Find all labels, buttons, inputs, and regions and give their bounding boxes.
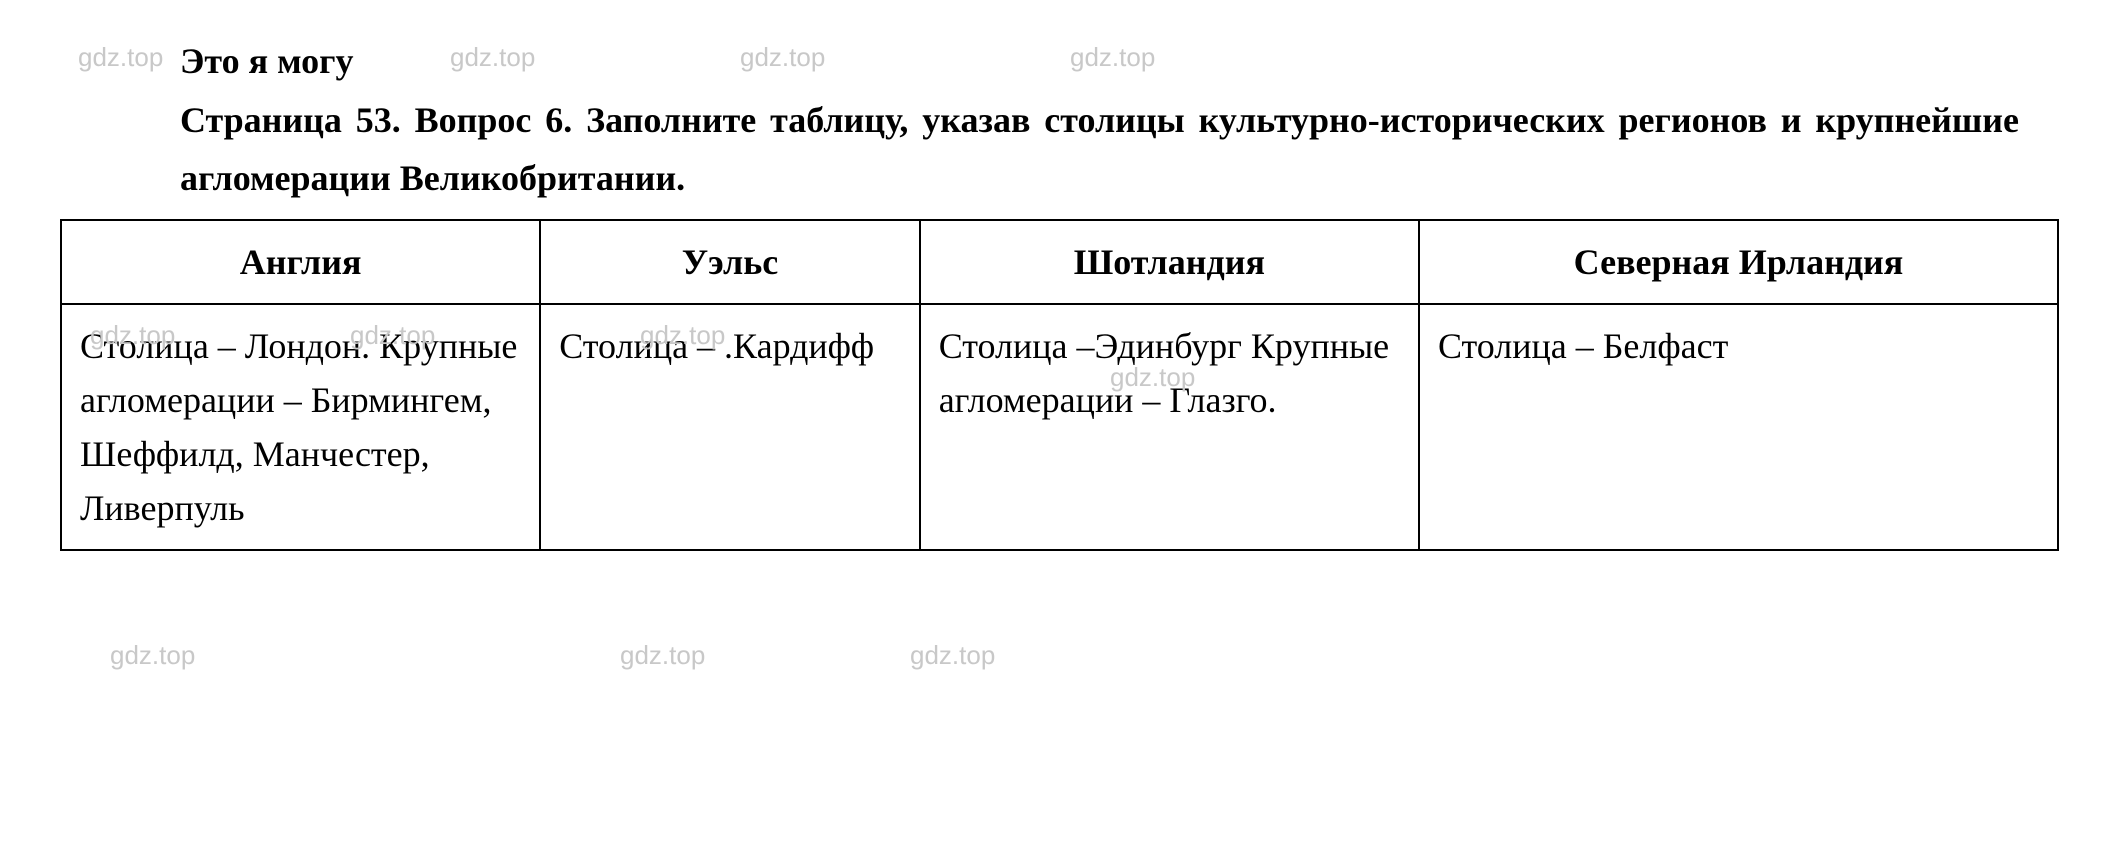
- table-row: Столица – Лондон. Крупные агломерации – …: [61, 304, 2058, 550]
- cell-england: Столица – Лондон. Крупные агломерации – …: [61, 304, 540, 550]
- header-nireland: Северная Ирландия: [1419, 220, 2058, 304]
- header-wales: Уэльс: [540, 220, 919, 304]
- table-header-row: Англия Уэльс Шотландия Северная Ирландия: [61, 220, 2058, 304]
- section-title: Это я могу: [180, 40, 2059, 82]
- watermark: gdz.top: [910, 640, 995, 671]
- question-text: Страница 53. Вопрос 6. Заполните таблицу…: [180, 92, 2059, 207]
- cell-nireland: Столица – Белфаст: [1419, 304, 2058, 550]
- cell-scotland: Столица –Эдинбург Крупные агломерации – …: [920, 304, 1419, 550]
- cell-wales: Столица – .Кардифф: [540, 304, 919, 550]
- watermark: gdz.top: [620, 640, 705, 671]
- regions-table: Англия Уэльс Шотландия Северная Ирландия…: [60, 219, 2059, 551]
- watermark: gdz.top: [110, 640, 195, 671]
- header-scotland: Шотландия: [920, 220, 1419, 304]
- header-england: Англия: [61, 220, 540, 304]
- watermark: gdz.top: [78, 42, 163, 73]
